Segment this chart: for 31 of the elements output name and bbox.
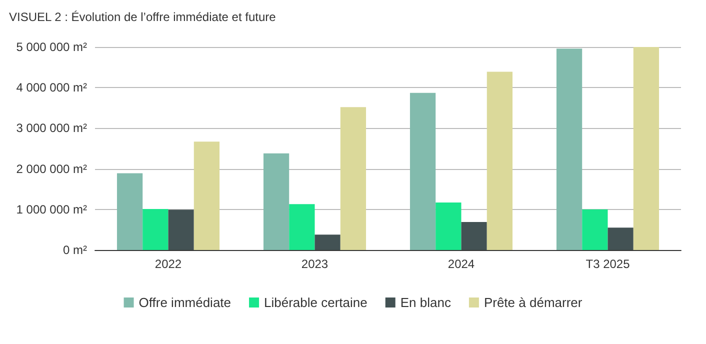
- bar: [436, 202, 462, 250]
- x-tick-label: 2023: [301, 257, 328, 271]
- bar: [116, 173, 143, 250]
- y-tick-label: 0 m²: [63, 243, 88, 257]
- bar: [556, 48, 582, 250]
- bar: [461, 222, 487, 250]
- x-tick-label: 2022: [154, 257, 182, 271]
- legend-label: En blanc: [400, 295, 452, 310]
- bar: [340, 107, 366, 250]
- bar: [289, 204, 315, 250]
- legend-label: Prête à démarrer: [484, 295, 583, 310]
- y-tick-label: 4 000 000 m²: [16, 80, 87, 95]
- y-tick-label: 5 000 000 m²: [16, 40, 87, 54]
- x-tick-label: T3 2025: [586, 257, 630, 271]
- x-tick-label: 2024: [448, 257, 475, 271]
- bar: [608, 228, 634, 250]
- bar: [168, 210, 194, 250]
- y-tick-label: 2 000 000 m²: [16, 162, 87, 176]
- y-tick-label: 3 000 000 m²: [16, 121, 87, 136]
- bar: [263, 153, 290, 250]
- legend-label: Libérable certaine: [264, 295, 368, 310]
- bar: [410, 92, 436, 250]
- bar: [194, 142, 220, 250]
- legend-label: Offre immédiate: [138, 295, 232, 310]
- bar: [582, 209, 608, 250]
- bar: [633, 47, 660, 250]
- y-tick-label: 1 000 000 m²: [16, 202, 87, 216]
- bar: [486, 72, 513, 250]
- bar: [314, 234, 340, 250]
- bar: [142, 208, 168, 250]
- chart-title: VISUEL 2 : Évolution de l’offre immédiate et future: [9, 10, 276, 24]
